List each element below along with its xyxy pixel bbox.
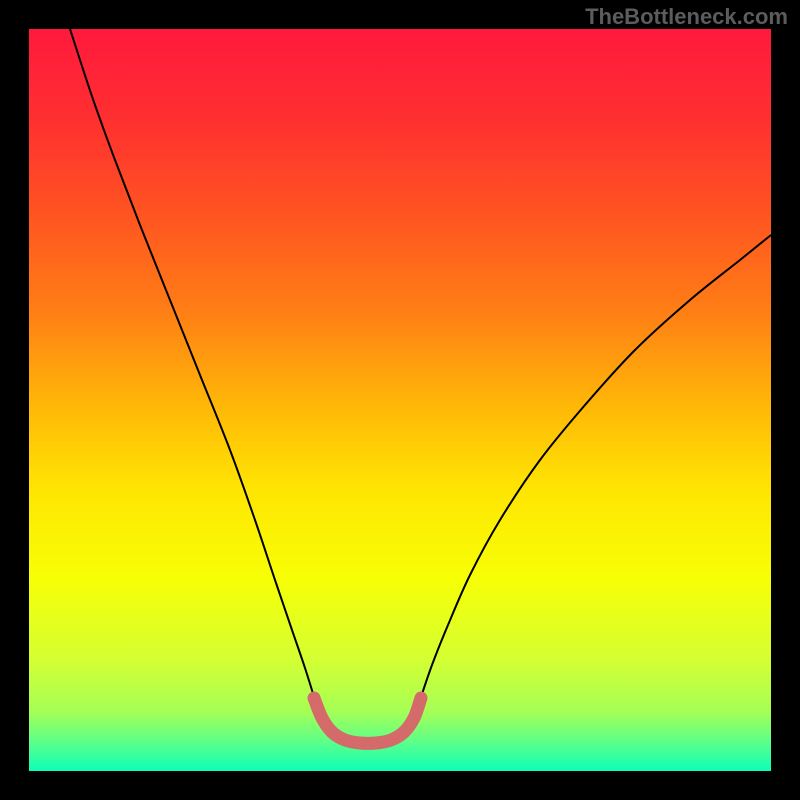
plot-area (29, 29, 771, 771)
chart-frame: TheBottleneck.com (0, 0, 800, 800)
gradient-background (29, 29, 771, 771)
watermark-text: TheBottleneck.com (585, 4, 788, 30)
plot-svg (29, 29, 771, 771)
